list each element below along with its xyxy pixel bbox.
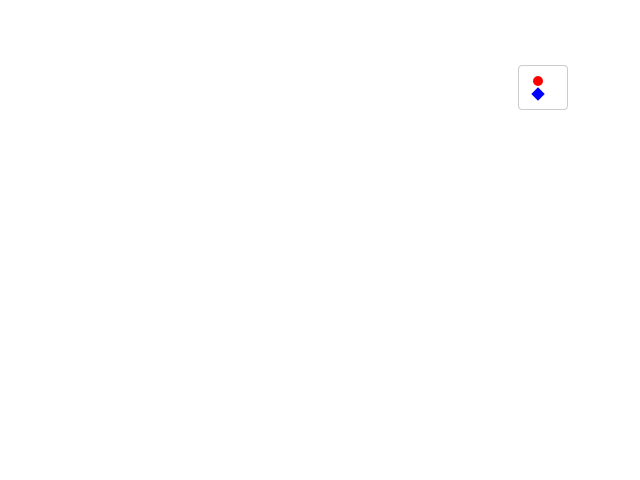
red-circle-icon <box>533 76 543 86</box>
blue-diamond-icon <box>531 87 545 101</box>
legend-entry-mean-score <box>531 87 555 101</box>
legend <box>518 65 568 110</box>
legend-entry-target-score <box>533 76 555 86</box>
